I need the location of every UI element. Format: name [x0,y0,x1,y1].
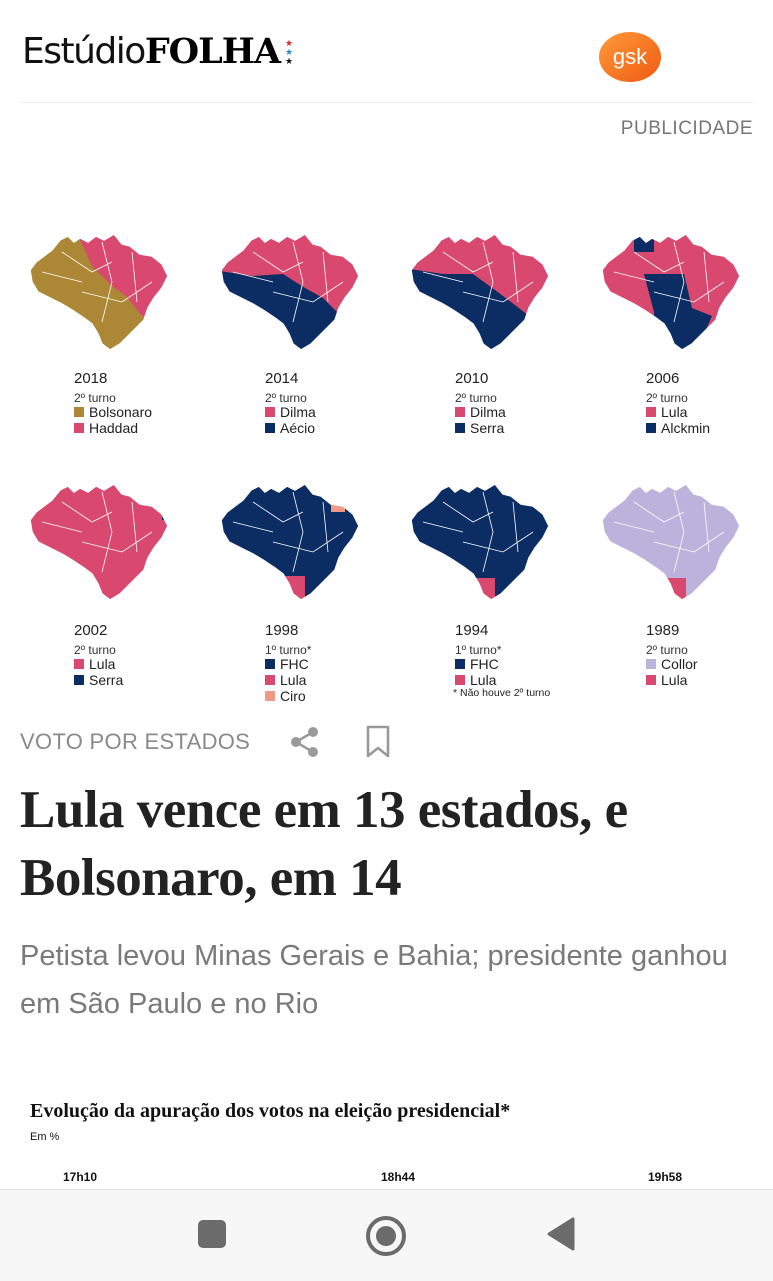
map-year: 2006 [646,370,680,387]
brazil-map-2018 [29,233,169,351]
legend-item: Lula [455,672,496,688]
legend-item: Dilma [265,404,316,420]
chart-time-label: 18h44 [381,1170,416,1184]
map-2006[interactable]: 2006 2º turno Lula Alckmin [594,212,744,442]
legend-swatch [455,407,465,417]
chart-unit: Em % [30,1131,60,1143]
legend-item: Lula [265,672,306,688]
brazil-map-1989 [601,483,741,601]
legend-swatch [646,423,656,433]
map-year: 1998 [265,622,299,639]
legend-item: Lula [74,656,115,672]
legend-item: FHC [265,656,309,672]
legend-item: Serra [74,672,123,688]
brazil-map-2002 [29,483,169,601]
map-round: 2º turno [646,643,688,657]
legend-swatch [265,659,275,669]
legend-swatch [265,675,275,685]
map-footnote: * Não houve 2º turno [453,687,551,699]
legend-item: Haddad [74,420,138,436]
gsk-logo[interactable]: gsk [596,28,664,86]
map-2014[interactable]: 2014 2º turno Dilma Aécio [213,212,363,442]
logo-folha: FOLHA [144,31,281,72]
legend-swatch [455,659,465,669]
map-2018[interactable]: 2018 2º turno Bolsonaro Haddad [22,212,172,442]
brazil-map-2014 [220,233,360,351]
map-year: 2014 [265,370,299,387]
section-row: VOTO POR ESTADOS [20,722,753,762]
brazil-map-2006 [601,233,741,351]
chart-title: Evolução da apuração dos votos na eleiçã… [30,1100,511,1122]
map-round: 2º turno [455,391,497,405]
legend-swatch [265,407,275,417]
logo-stars-icon: ★ ★ ★ [284,38,294,66]
legend-swatch [646,407,656,417]
legend-item: Dilma [455,404,506,420]
map-1994[interactable]: 1994 1º turno* FHC Lula * Não houve 2º t… [403,462,553,702]
legend-item: Alckmin [646,420,710,436]
map-round: 1º turno* [455,643,502,657]
triangle-back-icon[interactable] [545,1216,577,1252]
gsk-logo-text: gsk [613,44,648,69]
legend-item: Aécio [265,420,315,436]
ad-label: PUBLICIDADE [620,118,753,139]
legend-item: Bolsonaro [74,404,152,420]
legend-swatch [74,407,84,417]
legend-swatch [265,423,275,433]
legend-swatch [455,675,465,685]
map-year: 2018 [74,370,108,387]
legend-swatch [74,659,84,669]
bookmark-icon[interactable] [365,724,391,760]
chart-time-label: 17h10 [63,1170,98,1184]
legend-swatch [265,691,275,701]
map-year: 2002 [74,622,108,639]
legend-swatch [646,659,656,669]
map-round: 1º turno* [265,643,312,657]
share-icon[interactable] [288,724,322,760]
header-divider [20,102,753,103]
map-1998[interactable]: 1998 1º turno* FHC Lula Ciro [213,462,363,704]
map-year: 2010 [455,370,489,387]
map-round: 2º turno [265,391,307,405]
site-header: Estúdio FOLHA ★ ★ ★ gsk [0,0,773,104]
section-label[interactable]: VOTO POR ESTADOS [20,729,251,754]
square-icon[interactable] [196,1218,228,1250]
map-round: 2º turno [646,391,688,405]
legend-item: Lula [646,672,687,688]
map-1989[interactable]: 1989 2º turno Collor Lula [594,462,744,702]
legend-swatch [646,675,656,685]
map-2002[interactable]: 2002 2º turno Lula Serra [22,462,172,702]
map-round: 2º turno [74,391,116,405]
brazil-map-2010 [410,233,550,351]
legend-swatch [455,423,465,433]
logo-estudio: Estúdio [22,31,146,72]
article-subheadline: Petista levou Minas Gerais e Bahia; pres… [20,940,728,1020]
map-year: 1989 [646,622,680,639]
system-navigation-bar [0,1189,773,1281]
legend-item: Lula [646,404,687,420]
map-2010[interactable]: 2010 2º turno Dilma Serra [403,212,553,442]
circle-icon[interactable] [364,1214,408,1258]
map-round: 2º turno [74,643,116,657]
article-headline: Lula vence em 13 estados, e Bolsonaro, e… [20,781,628,907]
legend-item: Ciro [265,688,306,704]
estudio-folha-logo[interactable]: Estúdio FOLHA ★ ★ ★ [22,30,293,74]
brazil-map-1998 [220,483,360,601]
legend-swatch [74,423,84,433]
legend-item: Serra [455,420,504,436]
legend-swatch [74,675,84,685]
legend-item: FHC [455,656,499,672]
chart-time-label: 19h58 [648,1170,683,1184]
map-year: 1994 [455,622,489,639]
legend-item: Collor [646,656,698,672]
brazil-map-1994 [410,483,550,601]
